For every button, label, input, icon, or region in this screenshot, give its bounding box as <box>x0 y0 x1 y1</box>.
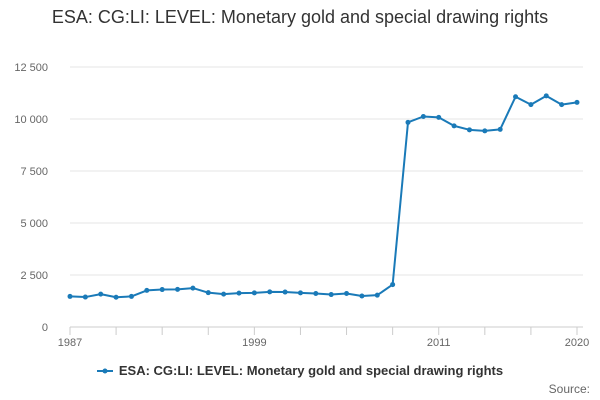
data-point[interactable] <box>559 102 565 108</box>
x-tick-label: 2011 <box>427 337 451 349</box>
data-point[interactable] <box>574 99 580 105</box>
y-tick-label: 12 500 <box>14 62 48 74</box>
data-point[interactable] <box>513 94 519 100</box>
y-tick-label: 5 000 <box>20 218 48 230</box>
y-axis-labels: 0 2 500 5 000 7 500 10 000 12 500 <box>14 62 48 334</box>
x-tick-label: 2020 <box>565 337 589 349</box>
data-point[interactable] <box>344 291 350 297</box>
data-point[interactable] <box>482 128 488 134</box>
data-point[interactable] <box>297 290 303 296</box>
data-point[interactable] <box>221 291 227 297</box>
data-point[interactable] <box>67 293 73 299</box>
y-tick-label: 0 <box>42 322 48 334</box>
legend[interactable]: ESA: CG:LI: LEVEL: Monetary gold and spe… <box>0 363 600 378</box>
y-tick-label: 2 500 <box>20 270 48 282</box>
data-point[interactable] <box>159 287 165 293</box>
data-point[interactable] <box>405 119 411 125</box>
data-point[interactable] <box>82 294 88 300</box>
data-point[interactable] <box>390 282 396 288</box>
x-tick-label: 1999 <box>242 337 266 349</box>
data-point[interactable] <box>528 102 534 108</box>
data-point[interactable] <box>420 114 426 120</box>
data-point[interactable] <box>205 290 211 296</box>
x-tick-label: 1987 <box>58 337 82 349</box>
data-point[interactable] <box>144 287 150 293</box>
data-point[interactable] <box>282 289 288 295</box>
source-label: Source: <box>548 382 590 396</box>
y-tick-label: 7 500 <box>20 166 48 178</box>
y-tick-label: 10 000 <box>14 114 48 126</box>
data-point[interactable] <box>436 114 442 120</box>
series-line <box>69 94 578 299</box>
data-point[interactable] <box>98 291 104 297</box>
series-layer <box>67 93 580 300</box>
legend-line-icon <box>96 368 113 373</box>
x-axis <box>69 326 583 335</box>
chart-title: ESA: CG:LI: LEVEL: Monetary gold and spe… <box>51 7 549 27</box>
data-point[interactable] <box>497 126 503 132</box>
data-point[interactable] <box>175 286 181 292</box>
x-axis-labels: 1987 1999 2011 2020 <box>58 337 589 349</box>
legend-label: ESA: CG:LI: LEVEL: Monetary gold and spe… <box>118 363 504 378</box>
data-point[interactable] <box>267 289 273 295</box>
data-point[interactable] <box>190 285 196 291</box>
data-point[interactable] <box>374 292 380 298</box>
data-point[interactable] <box>113 294 119 300</box>
data-point[interactable] <box>128 293 134 299</box>
data-point[interactable] <box>543 93 549 99</box>
data-point[interactable] <box>451 123 457 129</box>
data-point[interactable] <box>236 290 242 296</box>
data-point[interactable] <box>359 293 365 299</box>
data-point[interactable] <box>328 292 334 298</box>
grid-lines <box>70 66 583 276</box>
data-point[interactable] <box>313 291 319 297</box>
data-point[interactable] <box>251 290 257 296</box>
data-point[interactable] <box>466 127 472 133</box>
